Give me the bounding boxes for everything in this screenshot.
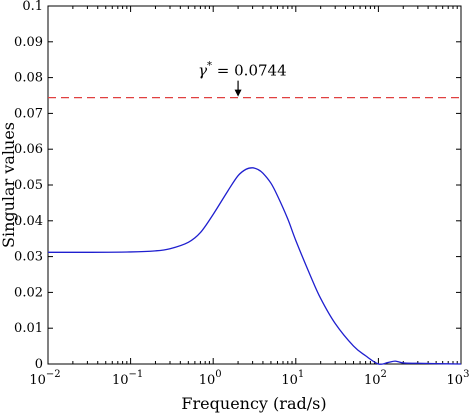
x-tick-base: 10: [112, 373, 129, 388]
x-tick-exp: −1: [128, 369, 143, 380]
annotation-layer: γ* = 0.0744: [198, 61, 287, 97]
x-tick-exp: 1: [298, 369, 304, 380]
y-tick-label: 0.08: [14, 71, 43, 86]
x-tick-label: 102: [364, 369, 387, 388]
axis-ticks: 0 0.01 0.02 0.03 0.04 0.05 0.06 0.07 0.08 0.09 0.1…: [14, 0, 469, 388]
gamma-sup: *: [207, 61, 212, 72]
series-layer: [47, 97, 462, 365]
x-axis-label: Frequency (rad/s): [181, 394, 326, 413]
y-axis-label: Singular values: [0, 122, 18, 248]
x-tick-label: 10−2: [29, 369, 60, 388]
y-tick-label: 0.02: [14, 285, 43, 300]
y-tick-label: 0.01: [14, 321, 43, 336]
series-line-singular-values: [47, 167, 462, 365]
y-tick-label: 0.06: [14, 142, 43, 157]
y-tick-label: 0.04: [14, 214, 43, 229]
x-tick-exp: 0: [215, 369, 221, 380]
y-tick-label: 0.1: [22, 0, 43, 14]
y-tick-label: 0: [35, 357, 43, 372]
gamma-symbol: γ: [198, 62, 207, 80]
x-tick-base: 10: [447, 373, 464, 388]
annotation-arrowhead: [234, 89, 242, 97]
x-tick-label: 100: [199, 369, 222, 388]
y-tick-label: 0.09: [14, 35, 43, 50]
x-tick-base: 10: [281, 373, 298, 388]
x-tick-exp: −2: [46, 369, 61, 380]
x-tick-exp: 2: [380, 369, 386, 380]
y-tick-label: 0.03: [14, 250, 43, 265]
x-tick-base: 10: [364, 373, 381, 388]
x-tick-label: 103: [447, 369, 470, 388]
y-tick-label: 0.07: [14, 106, 43, 121]
x-tick-base: 10: [29, 373, 46, 388]
x-tick-exp: 3: [463, 369, 469, 380]
gamma-value: = 0.0744: [212, 62, 287, 80]
x-tick-label: 101: [281, 369, 304, 388]
y-tick-label: 0.05: [14, 178, 43, 193]
plot-frame: [47, 5, 462, 365]
gamma-annotation: γ* = 0.0744: [198, 61, 287, 80]
x-tick-base: 10: [199, 373, 216, 388]
x-tick-label: 10−1: [112, 369, 143, 388]
